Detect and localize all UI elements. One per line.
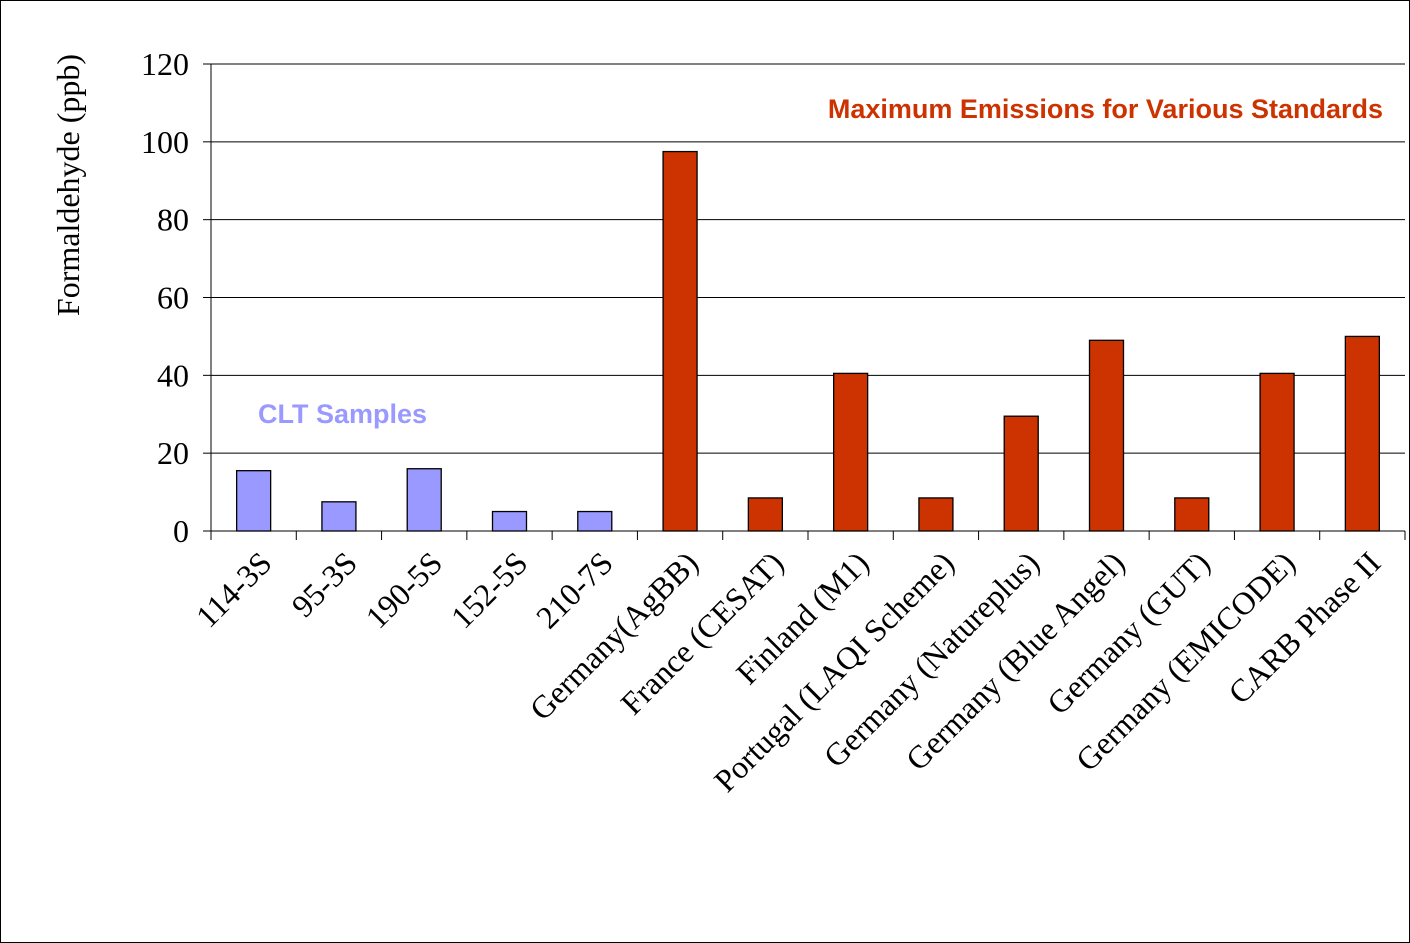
- x-tick-label: 95-3S: [284, 544, 364, 624]
- bar-95-3s: [321, 501, 357, 532]
- bar-190-5s: [406, 468, 442, 532]
- bar-210-7s: [577, 510, 613, 532]
- bar-germany-blue-angel: [1088, 339, 1125, 532]
- x-tick-label: CARB Phase II: [1221, 544, 1387, 710]
- y-axis-label: Formaldehyde (ppb): [50, 54, 86, 316]
- x-tick-labels: 114-3S 95-3S190-5S152-5S210-7SGermany(AgB…: [189, 544, 1388, 798]
- bar-carb-phase-ii: [1344, 335, 1381, 532]
- bar-germany-gut: [1174, 497, 1210, 532]
- y-tick-label: 60: [157, 280, 189, 316]
- bar-germany-natureplus: [1003, 415, 1039, 532]
- bar-152-5s: [491, 510, 528, 532]
- bar-germany-agbb: [662, 150, 698, 532]
- bar-portugal-laqi-scheme: [918, 497, 954, 532]
- y-tick-label: 100: [141, 124, 189, 160]
- bars: [235, 150, 1381, 532]
- clt-samples-label: CLT Samples: [258, 399, 427, 429]
- x-tick-label: 152-5S: [444, 544, 535, 635]
- y-tick-label: 80: [157, 202, 189, 238]
- bar-114-3s: [235, 470, 272, 532]
- axes: [203, 63, 1406, 540]
- bar-finland-m1: [832, 372, 869, 532]
- gridlines: [211, 63, 1405, 454]
- bar-france-cesat: [747, 497, 784, 532]
- standards-label: Maximum Emissions for Various Standards: [828, 94, 1383, 124]
- x-tick-label: 114-3S: [189, 544, 279, 634]
- y-tick-label: 20: [157, 435, 189, 471]
- bar-germany-emicode: [1259, 372, 1295, 532]
- y-tick-label: 0: [173, 513, 189, 549]
- x-tick-label: 190-5S: [358, 544, 449, 635]
- y-tick-label: 120: [141, 46, 189, 82]
- y-tick-label: 40: [157, 357, 189, 393]
- y-tick-labels: 0 20 40 60 80 100 120: [141, 46, 189, 549]
